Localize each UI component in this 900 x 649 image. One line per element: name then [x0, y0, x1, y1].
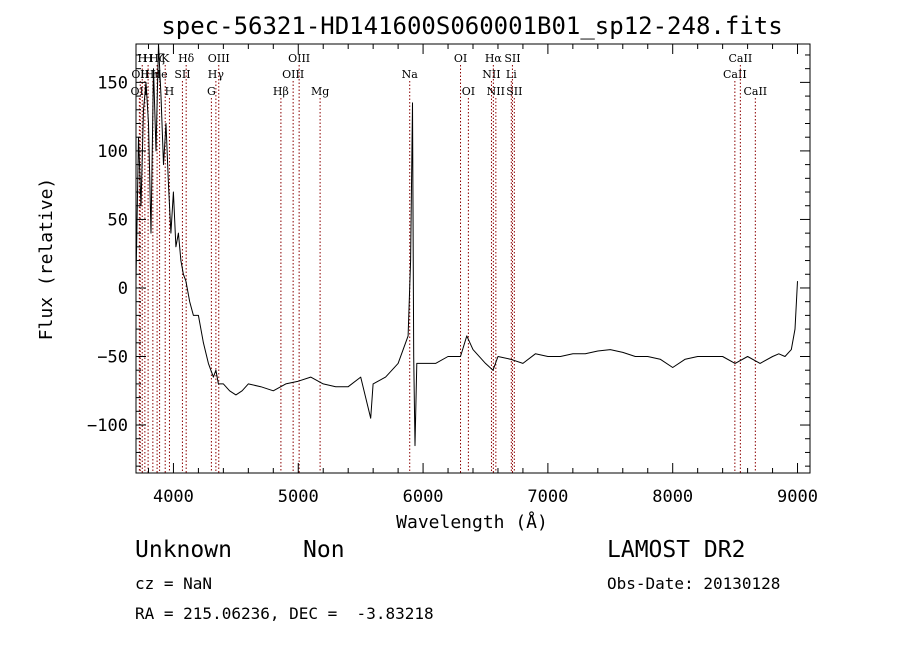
y-tick-label: −50 [97, 347, 128, 367]
line-marker-label: NII [482, 68, 500, 81]
object-class: Unknown [135, 537, 232, 563]
spectral-line-markers: OIIOIIHHHHηHζHeKHSIIHδGHγOIIIHβOIIIOIIIM… [131, 52, 767, 473]
line-marker-label: Mg [311, 85, 329, 98]
line-marker-label: CaII [723, 68, 747, 81]
line-marker-label: SII [174, 68, 190, 81]
line-marker-label: Hζ [149, 52, 165, 65]
x-tick-label: 7000 [527, 487, 568, 507]
line-marker-label: SII [504, 52, 520, 65]
line-marker-label: OI [462, 85, 475, 98]
line-marker-label: Hδ [178, 52, 195, 65]
line-marker-label: NII [487, 85, 505, 98]
y-tick-label: 150 [97, 73, 128, 93]
x-tick-label: 6000 [403, 487, 444, 507]
y-axis: −100 −50 0 50 100 150 [87, 54, 810, 467]
line-marker-label: OIII [282, 68, 304, 81]
line-marker-label: H [143, 52, 153, 65]
chart-title: spec-56321-HD141600S060001B01_sp12-248.f… [161, 12, 782, 40]
y-tick-label: 100 [97, 142, 128, 162]
y-axis-label: Flux (relative) [36, 178, 57, 341]
line-marker-label: OI [454, 52, 467, 65]
line-marker-label: Hη [145, 68, 161, 81]
line-marker-label: Hα [485, 52, 503, 65]
obs-date: Obs-Date: 20130128 [607, 574, 781, 593]
y-tick-label: 0 [118, 279, 128, 299]
x-axis-label: Wavelength (Å) [396, 511, 548, 533]
plot-frame [135, 43, 811, 474]
line-marker-label: K [161, 52, 170, 65]
line-marker-label: G [207, 85, 216, 98]
survey-name: LAMOST DR2 [607, 537, 746, 563]
line-marker-label: Hγ [208, 68, 225, 81]
line-marker-label: Hβ [273, 85, 289, 98]
y-tick-label: −100 [87, 416, 128, 436]
x-axis: 4000 5000 6000 7000 8000 9000 [147, 44, 818, 507]
line-marker-label: H [137, 52, 147, 65]
line-marker-label: CaII [729, 52, 753, 65]
coordinates: RA = 215.06236, DEC = -3.83218 [135, 604, 434, 623]
line-marker-label: OII [131, 85, 149, 98]
object-subclass: Non [303, 537, 345, 563]
line-marker-label: Li [506, 68, 517, 81]
line-marker-label: H [165, 85, 175, 98]
line-marker-label: SII [506, 85, 522, 98]
line-marker-label: OIII [288, 52, 310, 65]
line-marker-label: CaII [743, 85, 767, 98]
spectrum-line [135, 43, 798, 447]
x-tick-label: 5000 [278, 487, 319, 507]
x-tick-label: 9000 [777, 487, 818, 507]
redshift-cz: cz = NaN [135, 574, 213, 593]
x-tick-label: 4000 [153, 487, 194, 507]
x-tick-label: 8000 [652, 487, 693, 507]
line-marker-label: OIII [208, 52, 230, 65]
y-tick-label: 50 [108, 210, 128, 230]
line-marker-label: Na [402, 68, 419, 81]
line-marker-label: H [140, 68, 150, 81]
